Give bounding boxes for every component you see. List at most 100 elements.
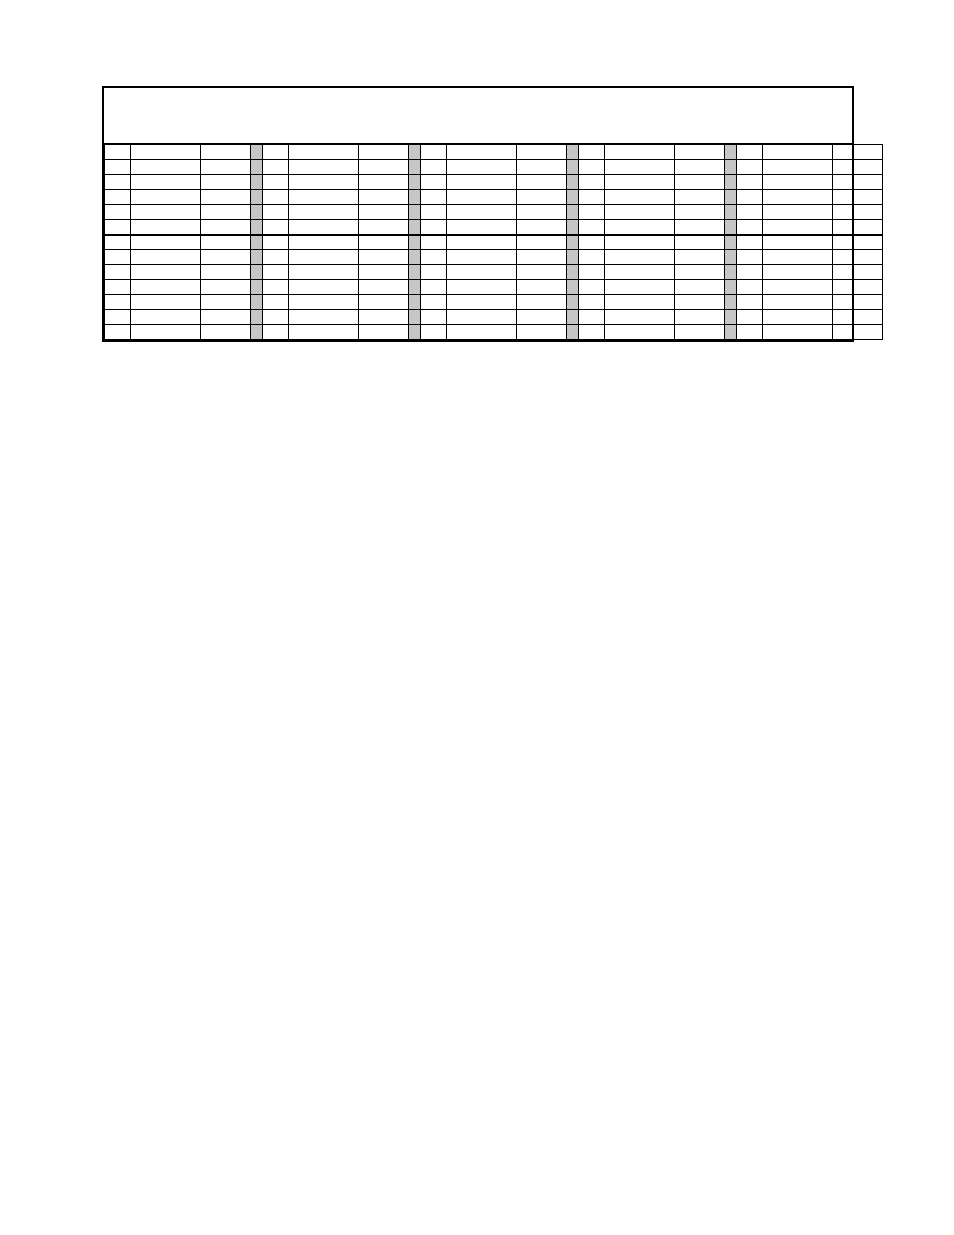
group-spacer [251,310,263,325]
table-row [105,295,883,310]
cell [675,160,725,175]
cell [737,310,763,325]
cell [737,265,763,280]
group-spacer [725,205,737,220]
group-spacer [725,250,737,265]
cell [517,250,567,265]
cell [201,205,251,220]
cell [359,175,409,190]
cell [289,235,359,250]
table-row [105,160,883,175]
cell [605,325,675,340]
group-spacer [409,235,421,250]
group-spacer [567,265,579,280]
cell [517,190,567,205]
cell [359,295,409,310]
cell [833,310,883,325]
cell [201,250,251,265]
cell [517,265,567,280]
table-row [105,250,883,265]
cell [517,160,567,175]
cell [289,220,359,235]
cell [289,325,359,340]
cell [675,145,725,160]
cell [289,280,359,295]
cell [359,250,409,265]
cell [763,175,833,190]
cell [517,235,567,250]
cell [263,205,289,220]
cell [737,160,763,175]
cell [263,145,289,160]
cell [579,160,605,175]
cell [201,235,251,250]
cell [447,175,517,190]
group-spacer [409,145,421,160]
group-spacer [409,295,421,310]
cell [131,280,201,295]
table-body [105,145,883,340]
cell [675,295,725,310]
cell [289,190,359,205]
page [0,0,954,1235]
data-table [104,144,883,340]
group-spacer [725,310,737,325]
cell [605,295,675,310]
cell [447,235,517,250]
cell [737,205,763,220]
table-row [105,145,883,160]
cell [131,250,201,265]
cell [579,190,605,205]
cell [263,220,289,235]
cell [833,220,883,235]
cell [763,145,833,160]
cell [833,280,883,295]
cell [579,295,605,310]
group-spacer [251,205,263,220]
cell [131,325,201,340]
cell [289,145,359,160]
cell [263,160,289,175]
group-spacer [251,175,263,190]
cell [447,280,517,295]
group-spacer [409,175,421,190]
worksheet-frame [102,86,854,342]
cell [421,190,447,205]
cell [517,205,567,220]
group-spacer [409,160,421,175]
cell [675,235,725,250]
cell [579,310,605,325]
cell [131,295,201,310]
cell [263,175,289,190]
cell [421,280,447,295]
cell [105,265,131,280]
group-spacer [567,145,579,160]
group-spacer [251,220,263,235]
cell [201,160,251,175]
cell [289,265,359,280]
cell [201,280,251,295]
cell [447,250,517,265]
cell [763,310,833,325]
cell [737,325,763,340]
group-spacer [409,250,421,265]
cell [263,295,289,310]
group-spacer [725,160,737,175]
group-spacer [251,250,263,265]
cell [675,220,725,235]
cell [131,265,201,280]
table-row [105,205,883,220]
cell [763,325,833,340]
group-spacer [725,235,737,250]
cell [763,295,833,310]
cell [201,295,251,310]
group-spacer [567,190,579,205]
cell [605,310,675,325]
cell [201,145,251,160]
group-spacer [567,250,579,265]
group-spacer [725,220,737,235]
cell [359,235,409,250]
group-spacer [567,205,579,220]
cell [131,235,201,250]
cell [833,205,883,220]
